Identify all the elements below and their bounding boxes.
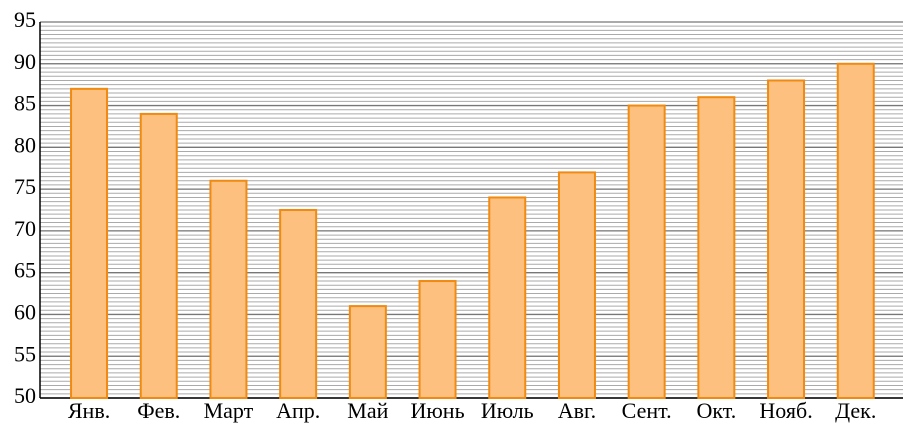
x-tick-label: Июнь [410, 398, 464, 423]
bar [209, 179, 248, 399]
y-tick-label: 90 [14, 49, 36, 74]
x-tick-label: Сент. [622, 398, 672, 423]
y-tick-label: 55 [14, 341, 36, 366]
bar [836, 62, 875, 400]
x-tick-label: Июль [481, 398, 534, 423]
y-tick-label: 65 [14, 258, 36, 283]
bar [627, 104, 666, 400]
x-tick-label: Март [204, 398, 254, 423]
x-tick-label: Окт. [696, 398, 736, 423]
y-tick-label: 80 [14, 132, 36, 157]
bar [488, 196, 527, 399]
x-tick-label: Май [347, 398, 388, 423]
x-tick-label: Дек. [835, 398, 876, 423]
bar [279, 209, 318, 399]
y-tick-label: 85 [14, 91, 36, 116]
x-tick-label: Нояб. [759, 398, 812, 423]
y-tick-label: 50 [14, 383, 36, 408]
x-tick-label: Янв. [68, 398, 110, 423]
bar [139, 112, 178, 400]
y-tick-label: 60 [14, 299, 36, 324]
bar [348, 305, 387, 400]
bar [557, 171, 596, 399]
x-tick-label: Апр. [276, 398, 320, 423]
y-tick-label: 70 [14, 216, 36, 241]
y-tick-label: 75 [14, 174, 36, 199]
bar [70, 87, 109, 399]
bar [767, 79, 806, 399]
x-tick-label: Авг. [558, 398, 596, 423]
bar [697, 96, 736, 399]
x-tick-label: Фев. [137, 398, 180, 423]
bar [418, 280, 457, 399]
y-tick-label: 95 [14, 7, 36, 32]
